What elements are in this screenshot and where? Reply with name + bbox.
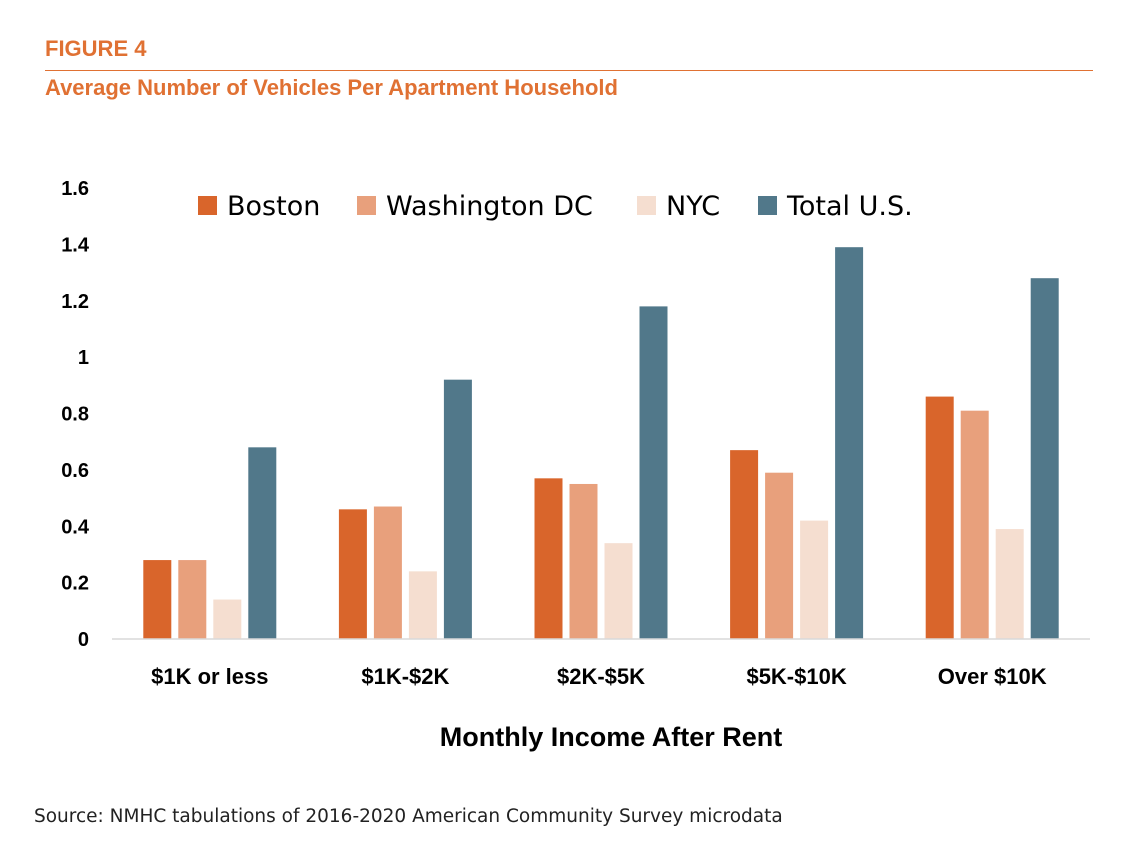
y-tick-label: 1.6 bbox=[61, 178, 89, 200]
bars bbox=[143, 247, 1059, 639]
bar-total-u-s bbox=[443, 379, 472, 639]
source-note: Source: NMHC tabulations of 2016-2020 Am… bbox=[34, 806, 783, 827]
y-tick-label: 0.8 bbox=[61, 404, 89, 426]
bar-washington-dc bbox=[765, 472, 794, 639]
bar-washington-dc bbox=[178, 560, 207, 639]
x-tick-label: $5K-$10K bbox=[746, 664, 846, 689]
y-tick-label: 1.4 bbox=[61, 234, 90, 256]
figure-label: FIGURE 4 bbox=[45, 36, 147, 61]
bar-nyc bbox=[995, 529, 1024, 639]
x-tick-label: $1K or less bbox=[151, 664, 268, 689]
legend-label: Boston bbox=[227, 191, 320, 222]
bar-nyc bbox=[408, 571, 437, 639]
bar-nyc bbox=[800, 520, 829, 639]
x-tick-label: Over $10K bbox=[938, 664, 1047, 689]
legend-label: Washington DC bbox=[386, 191, 593, 222]
bar-total-u-s bbox=[835, 247, 864, 639]
bar-boston bbox=[143, 560, 172, 639]
y-tick-label: 0.6 bbox=[61, 460, 89, 482]
legend-label: NYC bbox=[666, 191, 720, 222]
bar-boston bbox=[730, 450, 759, 639]
legend-swatch bbox=[637, 196, 656, 215]
legend: Boston Washington DC NYC Total U.S. bbox=[198, 191, 913, 222]
x-axis: $1K or less $1K-$2K $2K-$5K $5K-$10K Over $1… bbox=[112, 638, 1090, 689]
bar-boston bbox=[925, 396, 954, 639]
bar-nyc bbox=[213, 599, 242, 639]
bar-boston bbox=[338, 509, 367, 639]
bar-washington-dc bbox=[569, 483, 598, 639]
x-tick-label: $2K-$5K bbox=[557, 664, 645, 689]
figure-title: Average Number of Vehicles Per Apartment… bbox=[45, 75, 618, 100]
bar-total-u-s bbox=[248, 447, 277, 639]
y-axis: 0 0.2 0.4 0.6 0.8 1 1.2 1.4 1.6 bbox=[61, 178, 90, 651]
bar-boston bbox=[534, 478, 563, 639]
bar-total-u-s bbox=[639, 306, 668, 639]
legend-label: Total U.S. bbox=[786, 191, 913, 222]
bar-nyc bbox=[604, 543, 633, 639]
bar-total-u-s bbox=[1030, 278, 1059, 639]
legend-swatch bbox=[357, 196, 376, 215]
legend-swatch bbox=[198, 196, 217, 215]
x-axis-title: Monthly Income After Rent bbox=[440, 722, 783, 752]
bar-washington-dc bbox=[373, 506, 402, 639]
y-tick-label: 0.2 bbox=[61, 573, 89, 595]
y-tick-label: 0.4 bbox=[61, 516, 90, 538]
x-tick-label: $1K-$2K bbox=[361, 664, 449, 689]
bar-washington-dc bbox=[960, 410, 989, 639]
title-divider bbox=[45, 70, 1093, 71]
y-tick-label: 1.2 bbox=[61, 291, 89, 313]
y-tick-label: 1 bbox=[78, 347, 89, 369]
y-tick-label: 0 bbox=[78, 629, 89, 651]
legend-swatch bbox=[758, 196, 777, 215]
